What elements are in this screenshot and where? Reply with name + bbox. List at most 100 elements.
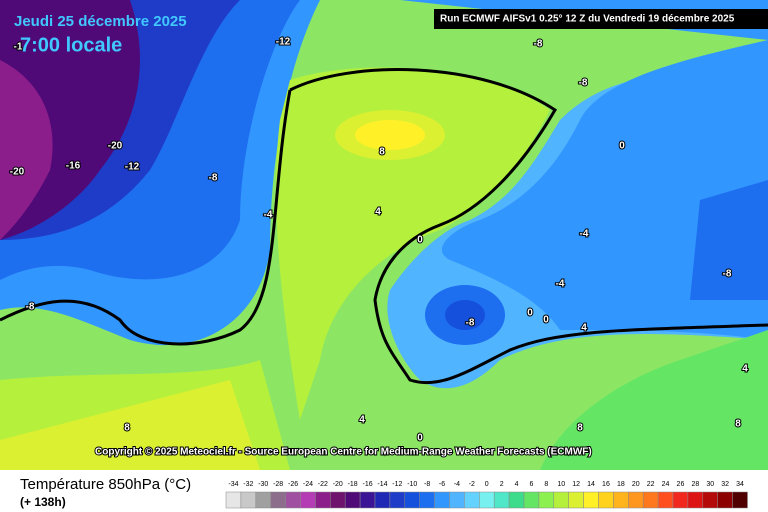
scale-swatch <box>628 491 644 509</box>
scale-swatch <box>702 491 718 509</box>
zero-isotherm-west <box>0 89 292 346</box>
scale-swatch <box>374 491 391 509</box>
contour-label: 4 <box>581 323 587 334</box>
contour-label: -20 <box>10 167 25 178</box>
scale-swatch <box>389 491 406 509</box>
scale-swatch <box>642 491 659 509</box>
contour-label: 8 <box>577 423 583 434</box>
scale-label: -28 <box>273 481 283 488</box>
scale-swatch <box>270 491 286 509</box>
contour-label: 4 <box>359 415 365 426</box>
scale-swatch <box>434 491 450 509</box>
contour-label: -16 <box>66 161 81 172</box>
contour-label: 4 <box>375 207 381 218</box>
scale-swatch <box>330 491 346 509</box>
time: 7:00 locale <box>20 34 122 56</box>
scale-label: 14 <box>587 481 595 488</box>
map-field: -1 -12 -8-8-20-16 -12-20-880-4 40-4-8-4-8-80… <box>0 0 768 470</box>
contour-label: 0 <box>417 433 423 444</box>
scale-swatch <box>449 491 465 509</box>
warm-se <box>540 330 768 470</box>
scale-label: -24 <box>303 481 313 488</box>
scale-swatch <box>613 491 629 509</box>
scale-label: 26 <box>677 481 685 488</box>
magenta <box>0 60 53 240</box>
contour-label: -8 <box>26 302 35 313</box>
contour-label: -8 <box>723 269 732 280</box>
contour-label: 0 <box>417 235 423 246</box>
scale-label: 10 <box>557 481 565 488</box>
scale-swatch <box>672 491 689 509</box>
warm-ridge <box>276 67 550 420</box>
scale-swatch <box>359 491 376 509</box>
scale-label: -26 <box>288 481 298 488</box>
contour-label: -4 <box>556 279 565 290</box>
scale-swatch <box>240 491 257 509</box>
scale-label: -18 <box>348 481 358 488</box>
contour-label: -8 <box>466 318 475 329</box>
scale-label: 8 <box>544 481 548 488</box>
scale-label: -8 <box>424 481 430 488</box>
scale-label: -22 <box>318 481 328 488</box>
scale-swatch <box>404 491 420 509</box>
contour-label: 0 <box>619 141 625 152</box>
scale-label: 28 <box>691 481 699 488</box>
scale-label: 16 <box>602 481 610 488</box>
scale-label: -6 <box>439 481 445 488</box>
scale-label: 32 <box>721 481 729 488</box>
contour-label: -4 <box>264 210 273 221</box>
contour-label: -12 <box>125 162 140 173</box>
scale-label: 24 <box>662 481 670 488</box>
scale-label: -20 <box>333 481 343 488</box>
contour-label: 8 <box>124 423 130 434</box>
scale-label: -34 <box>228 481 238 488</box>
scale-label: -4 <box>454 481 460 488</box>
scale-swatch <box>568 491 584 509</box>
scale-label: -2 <box>469 481 475 488</box>
scale-label: -10 <box>407 481 417 488</box>
scale-swatch <box>687 491 704 509</box>
scale-swatch <box>344 491 361 509</box>
scale-swatch <box>538 491 555 509</box>
scale-swatch <box>508 491 525 509</box>
scale-label: 12 <box>572 481 580 488</box>
warm-core2 <box>355 120 425 150</box>
scale-label: -14 <box>377 481 387 488</box>
scale-swatch <box>255 491 271 509</box>
scale-label: 22 <box>647 481 655 488</box>
zero-isotherm <box>289 68 768 385</box>
scale-swatch <box>285 491 301 509</box>
scale-swatch <box>419 491 435 509</box>
scale-swatch <box>493 491 510 509</box>
contour-label: -20 <box>108 141 123 152</box>
contour-label: -4 <box>580 229 589 240</box>
color-scale: -34 -32 -30 -28 -26 -24 -22 -20 -18 -16 -14 -12 -10-… <box>225 481 748 509</box>
scale-label: 2 <box>500 481 504 488</box>
scale-label: 4 <box>515 481 519 488</box>
scale-label: 20 <box>632 481 640 488</box>
contour-label: 8 <box>379 147 385 158</box>
contour-label: -12 <box>276 37 291 48</box>
scale-swatch <box>479 491 495 509</box>
scale-swatch <box>553 491 569 509</box>
warm-sw2 <box>0 380 260 470</box>
cold-eu2 <box>400 0 768 340</box>
scale-swatch <box>732 491 748 509</box>
scale-label: -16 <box>362 481 372 488</box>
contour-labels: -1 -12 -8-8-20-16 -12-20-880-4 40-4-8-4-8-80… <box>9 36 749 445</box>
run-box <box>434 9 768 29</box>
scale-swatch <box>523 491 540 509</box>
scale-swatch <box>300 491 316 509</box>
contour-label: 4 <box>742 364 748 375</box>
scale-swatch <box>464 491 480 509</box>
scale-label: 34 <box>736 481 744 488</box>
contour-label: -8 <box>534 39 543 50</box>
contour-label: -8 <box>579 78 588 89</box>
scale-label: -32 <box>243 481 253 488</box>
copyright: Copyright © 2025 Meteociel.fr - Source E… <box>95 447 592 458</box>
scale-label: 6 <box>529 481 533 488</box>
scale-swatch <box>598 491 614 509</box>
scale-label: -12 <box>392 481 402 488</box>
